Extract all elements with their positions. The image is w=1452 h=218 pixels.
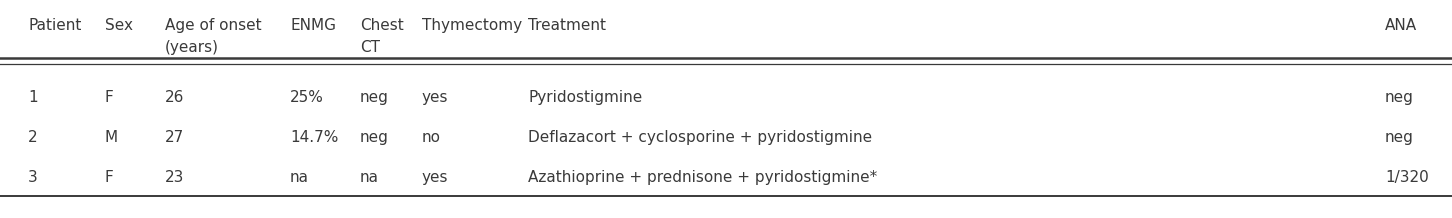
Text: Sex: Sex (105, 18, 134, 33)
Text: Chest: Chest (360, 18, 404, 33)
Text: 1/320: 1/320 (1385, 170, 1429, 185)
Text: ANA: ANA (1385, 18, 1417, 33)
Text: Thymectomy: Thymectomy (423, 18, 523, 33)
Text: ENMG: ENMG (290, 18, 335, 33)
Text: no: no (423, 130, 441, 145)
Text: 2: 2 (28, 130, 38, 145)
Text: yes: yes (423, 90, 449, 105)
Text: 14.7%: 14.7% (290, 130, 338, 145)
Text: neg: neg (1385, 90, 1414, 105)
Text: Deflazacort + cyclosporine + pyridostigmine: Deflazacort + cyclosporine + pyridostigm… (529, 130, 873, 145)
Text: Age of onset: Age of onset (166, 18, 261, 33)
Text: 25%: 25% (290, 90, 324, 105)
Text: F: F (105, 170, 113, 185)
Text: 27: 27 (166, 130, 184, 145)
Text: neg: neg (360, 90, 389, 105)
Text: 1: 1 (28, 90, 38, 105)
Text: F: F (105, 90, 113, 105)
Text: na: na (290, 170, 309, 185)
Text: Patient: Patient (28, 18, 81, 33)
Text: 3: 3 (28, 170, 38, 185)
Text: Pyridostigmine: Pyridostigmine (529, 90, 642, 105)
Text: yes: yes (423, 170, 449, 185)
Text: neg: neg (1385, 130, 1414, 145)
Text: 26: 26 (166, 90, 184, 105)
Text: CT: CT (360, 40, 380, 55)
Text: Azathioprine + prednisone + pyridostigmine*: Azathioprine + prednisone + pyridostigmi… (529, 170, 877, 185)
Text: 23: 23 (166, 170, 184, 185)
Text: neg: neg (360, 130, 389, 145)
Text: Treatment: Treatment (529, 18, 605, 33)
Text: na: na (360, 170, 379, 185)
Text: (years): (years) (166, 40, 219, 55)
Text: M: M (105, 130, 118, 145)
